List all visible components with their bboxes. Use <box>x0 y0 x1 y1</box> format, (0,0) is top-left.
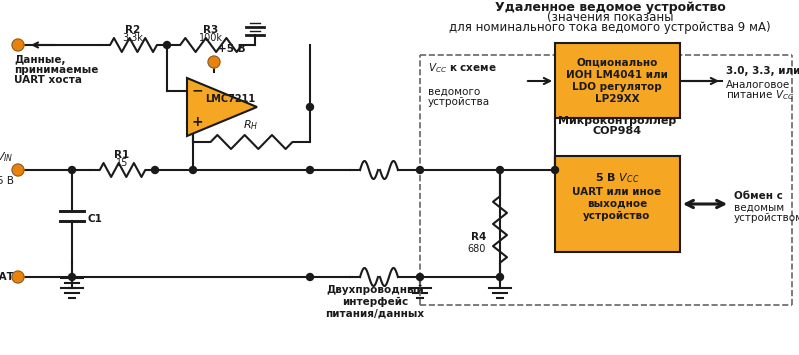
Text: $V_{IN}$: $V_{IN}$ <box>0 150 14 164</box>
Text: Обмен с: Обмен с <box>734 191 783 201</box>
Text: устройства: устройства <box>428 97 490 107</box>
Circle shape <box>416 166 423 174</box>
Text: LP29XX: LP29XX <box>594 94 639 104</box>
Text: $R_H$: $R_H$ <box>244 118 259 132</box>
Text: C1: C1 <box>87 214 102 224</box>
Text: +: + <box>191 115 203 129</box>
Text: Удаленное ведомое устройство: Удаленное ведомое устройство <box>495 1 725 14</box>
Text: LDO регулятор: LDO регулятор <box>572 82 662 92</box>
Text: Двухпроводный
интерфейс
питания/данных: Двухпроводный интерфейс питания/данных <box>325 285 424 318</box>
Circle shape <box>12 39 24 51</box>
Text: для номинального тока ведомого устройства 9 мА): для номинального тока ведомого устройств… <box>449 21 771 34</box>
Text: 5 В $V_{CC}$: 5 В $V_{CC}$ <box>594 171 639 185</box>
Circle shape <box>69 166 75 174</box>
Text: Микроконтроллер: Микроконтроллер <box>558 116 676 126</box>
Text: = 5 В: = 5 В <box>0 176 14 186</box>
Text: питание $V_{CC}$: питание $V_{CC}$ <box>726 88 794 102</box>
FancyBboxPatch shape <box>555 156 680 252</box>
Text: выходное: выходное <box>587 199 647 209</box>
Circle shape <box>208 56 220 68</box>
Text: 680: 680 <box>467 244 486 254</box>
Text: UART хоста: UART хоста <box>14 75 82 85</box>
Text: ВОЗВРАТ: ВОЗВРАТ <box>0 272 14 282</box>
Circle shape <box>416 273 423 280</box>
Circle shape <box>496 166 503 174</box>
Text: R2: R2 <box>125 25 141 35</box>
Text: $V_{CC}$ к схеме: $V_{CC}$ к схеме <box>428 61 497 75</box>
Circle shape <box>164 42 170 49</box>
Text: ИОН LM4041 или: ИОН LM4041 или <box>566 70 668 80</box>
Text: 100k: 100k <box>199 33 223 43</box>
Text: ведомым: ведомым <box>734 203 784 213</box>
Text: COP984: COP984 <box>592 126 642 136</box>
Circle shape <box>12 164 24 176</box>
Text: устройство: устройство <box>583 211 650 221</box>
Text: +5 В: +5 В <box>218 44 245 54</box>
Text: 3.3k: 3.3k <box>122 33 144 43</box>
Text: (значения показаны: (значения показаны <box>547 11 674 24</box>
Circle shape <box>307 104 313 110</box>
Text: Аналоговое: Аналоговое <box>726 80 790 90</box>
Circle shape <box>307 166 313 174</box>
Text: Опционально: Опционально <box>576 58 658 68</box>
Circle shape <box>12 271 24 283</box>
FancyBboxPatch shape <box>555 43 680 118</box>
Circle shape <box>307 273 313 280</box>
Text: 15: 15 <box>116 158 128 168</box>
Text: устройством: устройством <box>734 213 799 223</box>
Circle shape <box>69 273 75 280</box>
Text: −: − <box>191 83 203 97</box>
Circle shape <box>152 166 158 174</box>
Text: UART или иное: UART или иное <box>572 187 662 197</box>
Text: LMC7211: LMC7211 <box>205 94 255 104</box>
Text: R4: R4 <box>471 232 486 242</box>
Text: R1: R1 <box>114 150 129 160</box>
Circle shape <box>496 273 503 280</box>
Polygon shape <box>187 78 257 136</box>
Circle shape <box>551 166 559 174</box>
Circle shape <box>189 166 197 174</box>
Text: принимаемые: принимаемые <box>14 65 98 75</box>
Text: Данные,: Данные, <box>14 55 66 65</box>
Text: ведомого: ведомого <box>428 87 480 97</box>
Text: 3.0, 3.3, или 4.1 В: 3.0, 3.3, или 4.1 В <box>726 66 799 76</box>
Text: R3: R3 <box>204 25 219 35</box>
